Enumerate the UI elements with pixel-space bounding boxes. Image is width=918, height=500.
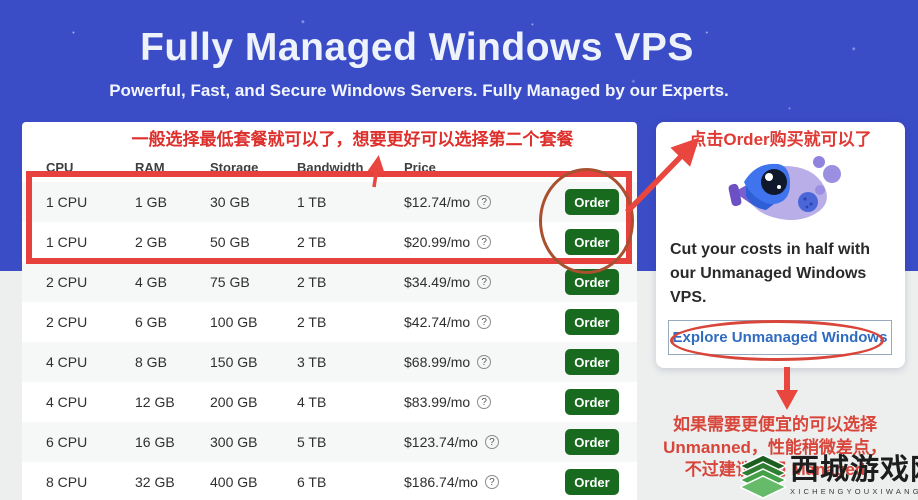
cell-ram: 16 GB	[135, 434, 175, 450]
column-header-ram: RAM	[135, 159, 165, 175]
page-title: Fully Managed Windows VPS	[140, 26, 694, 69]
table-row: 6 CPU 16 GB 300 GB 5 TB $123.74/mo ? Ord…	[22, 422, 637, 462]
cell-ram: 4 GB	[135, 274, 167, 290]
table-row: 4 CPU 12 GB 200 GB 4 TB $83.99/mo ? Orde…	[22, 382, 637, 422]
price-value: $12.74/mo	[404, 194, 471, 210]
column-header-bandwidth: Bandwidth	[297, 159, 364, 175]
price-value: $123.74/mo	[404, 434, 478, 450]
order-button[interactable]: Order	[565, 309, 619, 335]
cell-price: $42.74/mo ?	[404, 314, 565, 330]
fish-mascot-icon	[656, 152, 905, 230]
cell-bandwidth: 4 TB	[297, 394, 327, 410]
cell-price: $20.99/mo ?	[404, 234, 565, 250]
table-body: 1 CPU 1 GB 30 GB 1 TB $12.74/mo ? Order …	[22, 182, 637, 500]
cell-bandwidth: 2 TB	[297, 314, 327, 330]
promo-heading: Cut your costs in half with our Unmanage…	[670, 241, 871, 306]
pricing-table-card: 一般选择最低套餐就可以了，想要更好可以选择第二个套餐 CPU RAM Stora…	[22, 122, 637, 500]
cell-storage: 50 GB	[210, 234, 250, 250]
table-row: 1 CPU 1 GB 30 GB 1 TB $12.74/mo ? Order	[22, 182, 637, 222]
column-header-cpu: CPU	[46, 159, 74, 175]
cell-cpu: 2 CPU	[46, 274, 88, 290]
price-value: $34.49/mo	[404, 274, 471, 290]
cell-bandwidth: 5 TB	[297, 434, 327, 450]
price-help-icon[interactable]: ?	[484, 435, 499, 449]
cell-cpu: 1 CPU	[46, 194, 88, 210]
price-help-icon[interactable]: ?	[477, 315, 492, 329]
price-help-icon[interactable]: ?	[477, 395, 492, 409]
cell-bandwidth: 6 TB	[297, 474, 327, 490]
watermark-logo-icon	[740, 455, 786, 499]
cell-storage: 150 GB	[210, 354, 258, 370]
watermark-caption: XICHENGYOUXIWANG	[790, 487, 918, 497]
table-row: 1 CPU 2 GB 50 GB 2 TB $20.99/mo ? Order	[22, 222, 637, 262]
price-value: $20.99/mo	[404, 234, 471, 250]
price-help-icon[interactable]: ?	[477, 195, 492, 209]
cell-price: $83.99/mo ?	[404, 394, 565, 410]
cell-price: $123.74/mo ?	[404, 434, 565, 450]
cell-bandwidth: 2 TB	[297, 234, 327, 250]
cell-cpu: 8 CPU	[46, 474, 88, 490]
order-button[interactable]: Order	[565, 349, 619, 375]
table-header-row: CPU RAM Storage Bandwidth Price	[22, 152, 637, 182]
arrow-down-cheaper-note	[776, 390, 798, 410]
cell-ram: 12 GB	[135, 394, 175, 410]
cell-ram: 1 GB	[135, 194, 167, 210]
order-button[interactable]: Order	[565, 429, 619, 455]
table-row: 4 CPU 8 GB 150 GB 3 TB $68.99/mo ? Order	[22, 342, 637, 382]
cell-ram: 32 GB	[135, 474, 175, 490]
annotation-cheaper-note: 如果需要更便宜的可以选择 Unmanned，性能稍微差点， 不过建议使用 Man…	[655, 414, 895, 482]
price-value: $186.74/mo	[404, 474, 478, 490]
cell-cpu: 6 CPU	[46, 434, 88, 450]
table-row: 2 CPU 4 GB 75 GB 2 TB $34.49/mo ? Order	[22, 262, 637, 302]
cell-storage: 75 GB	[210, 274, 250, 290]
price-value: $68.99/mo	[404, 354, 471, 370]
cell-cpu: 4 CPU	[46, 394, 88, 410]
cheaper-note-line2: Unmanned，性能稍微差点，	[663, 437, 887, 457]
cell-storage: 100 GB	[210, 314, 258, 330]
price-help-icon[interactable]: ?	[484, 475, 499, 489]
page-subtitle: Powerful, Fast, and Secure Windows Serve…	[109, 81, 729, 100]
cell-price: $186.74/mo ?	[404, 474, 565, 490]
cell-storage: 300 GB	[210, 434, 258, 450]
order-button[interactable]: Order	[565, 469, 619, 495]
cheaper-note-line1: 如果需要更便宜的可以选择	[673, 415, 877, 434]
promo-card: 点击Order购买就可以了	[656, 122, 905, 368]
column-header-storage: Storage	[210, 159, 259, 175]
cell-cpu: 4 CPU	[46, 354, 88, 370]
cell-price: $34.49/mo ?	[404, 274, 565, 290]
order-button[interactable]: Order	[565, 229, 619, 255]
annotation-order-note: 点击Order购买就可以了	[689, 130, 872, 149]
watermark-name: 西城游戏网	[790, 454, 918, 486]
cell-ram: 6 GB	[135, 314, 167, 330]
order-button[interactable]: Order	[565, 189, 619, 215]
order-button[interactable]: Order	[565, 269, 619, 295]
column-header-price: Price	[404, 159, 436, 175]
table-row: 8 CPU 32 GB 400 GB 6 TB $186.74/mo ? Ord…	[22, 462, 637, 500]
watermark: 西城游戏网 XICHENGYOUXIWANG	[740, 455, 918, 499]
price-help-icon[interactable]: ?	[477, 275, 492, 289]
cell-storage: 30 GB	[210, 194, 250, 210]
cell-ram: 2 GB	[135, 234, 167, 250]
explore-unmanaged-button[interactable]: Explore Unmanaged Windows	[668, 320, 892, 355]
cell-price: $12.74/mo ?	[404, 194, 565, 210]
price-value: $83.99/mo	[404, 394, 471, 410]
cell-storage: 400 GB	[210, 474, 258, 490]
table-row: 2 CPU 6 GB 100 GB 2 TB $42.74/mo ? Order	[22, 302, 637, 342]
price-value: $42.74/mo	[404, 314, 471, 330]
cell-cpu: 2 CPU	[46, 314, 88, 330]
cell-ram: 8 GB	[135, 354, 167, 370]
cell-bandwidth: 1 TB	[297, 194, 327, 210]
cell-bandwidth: 3 TB	[297, 354, 327, 370]
cell-cpu: 1 CPU	[46, 234, 88, 250]
price-help-icon[interactable]: ?	[477, 355, 492, 369]
price-help-icon[interactable]: ?	[477, 235, 492, 249]
annotation-table-note: 一般选择最低套餐就可以了，想要更好可以选择第二个套餐	[131, 130, 574, 149]
order-button[interactable]: Order	[565, 389, 619, 415]
cell-storage: 200 GB	[210, 394, 258, 410]
cell-bandwidth: 2 TB	[297, 274, 327, 290]
cell-price: $68.99/mo ?	[404, 354, 565, 370]
